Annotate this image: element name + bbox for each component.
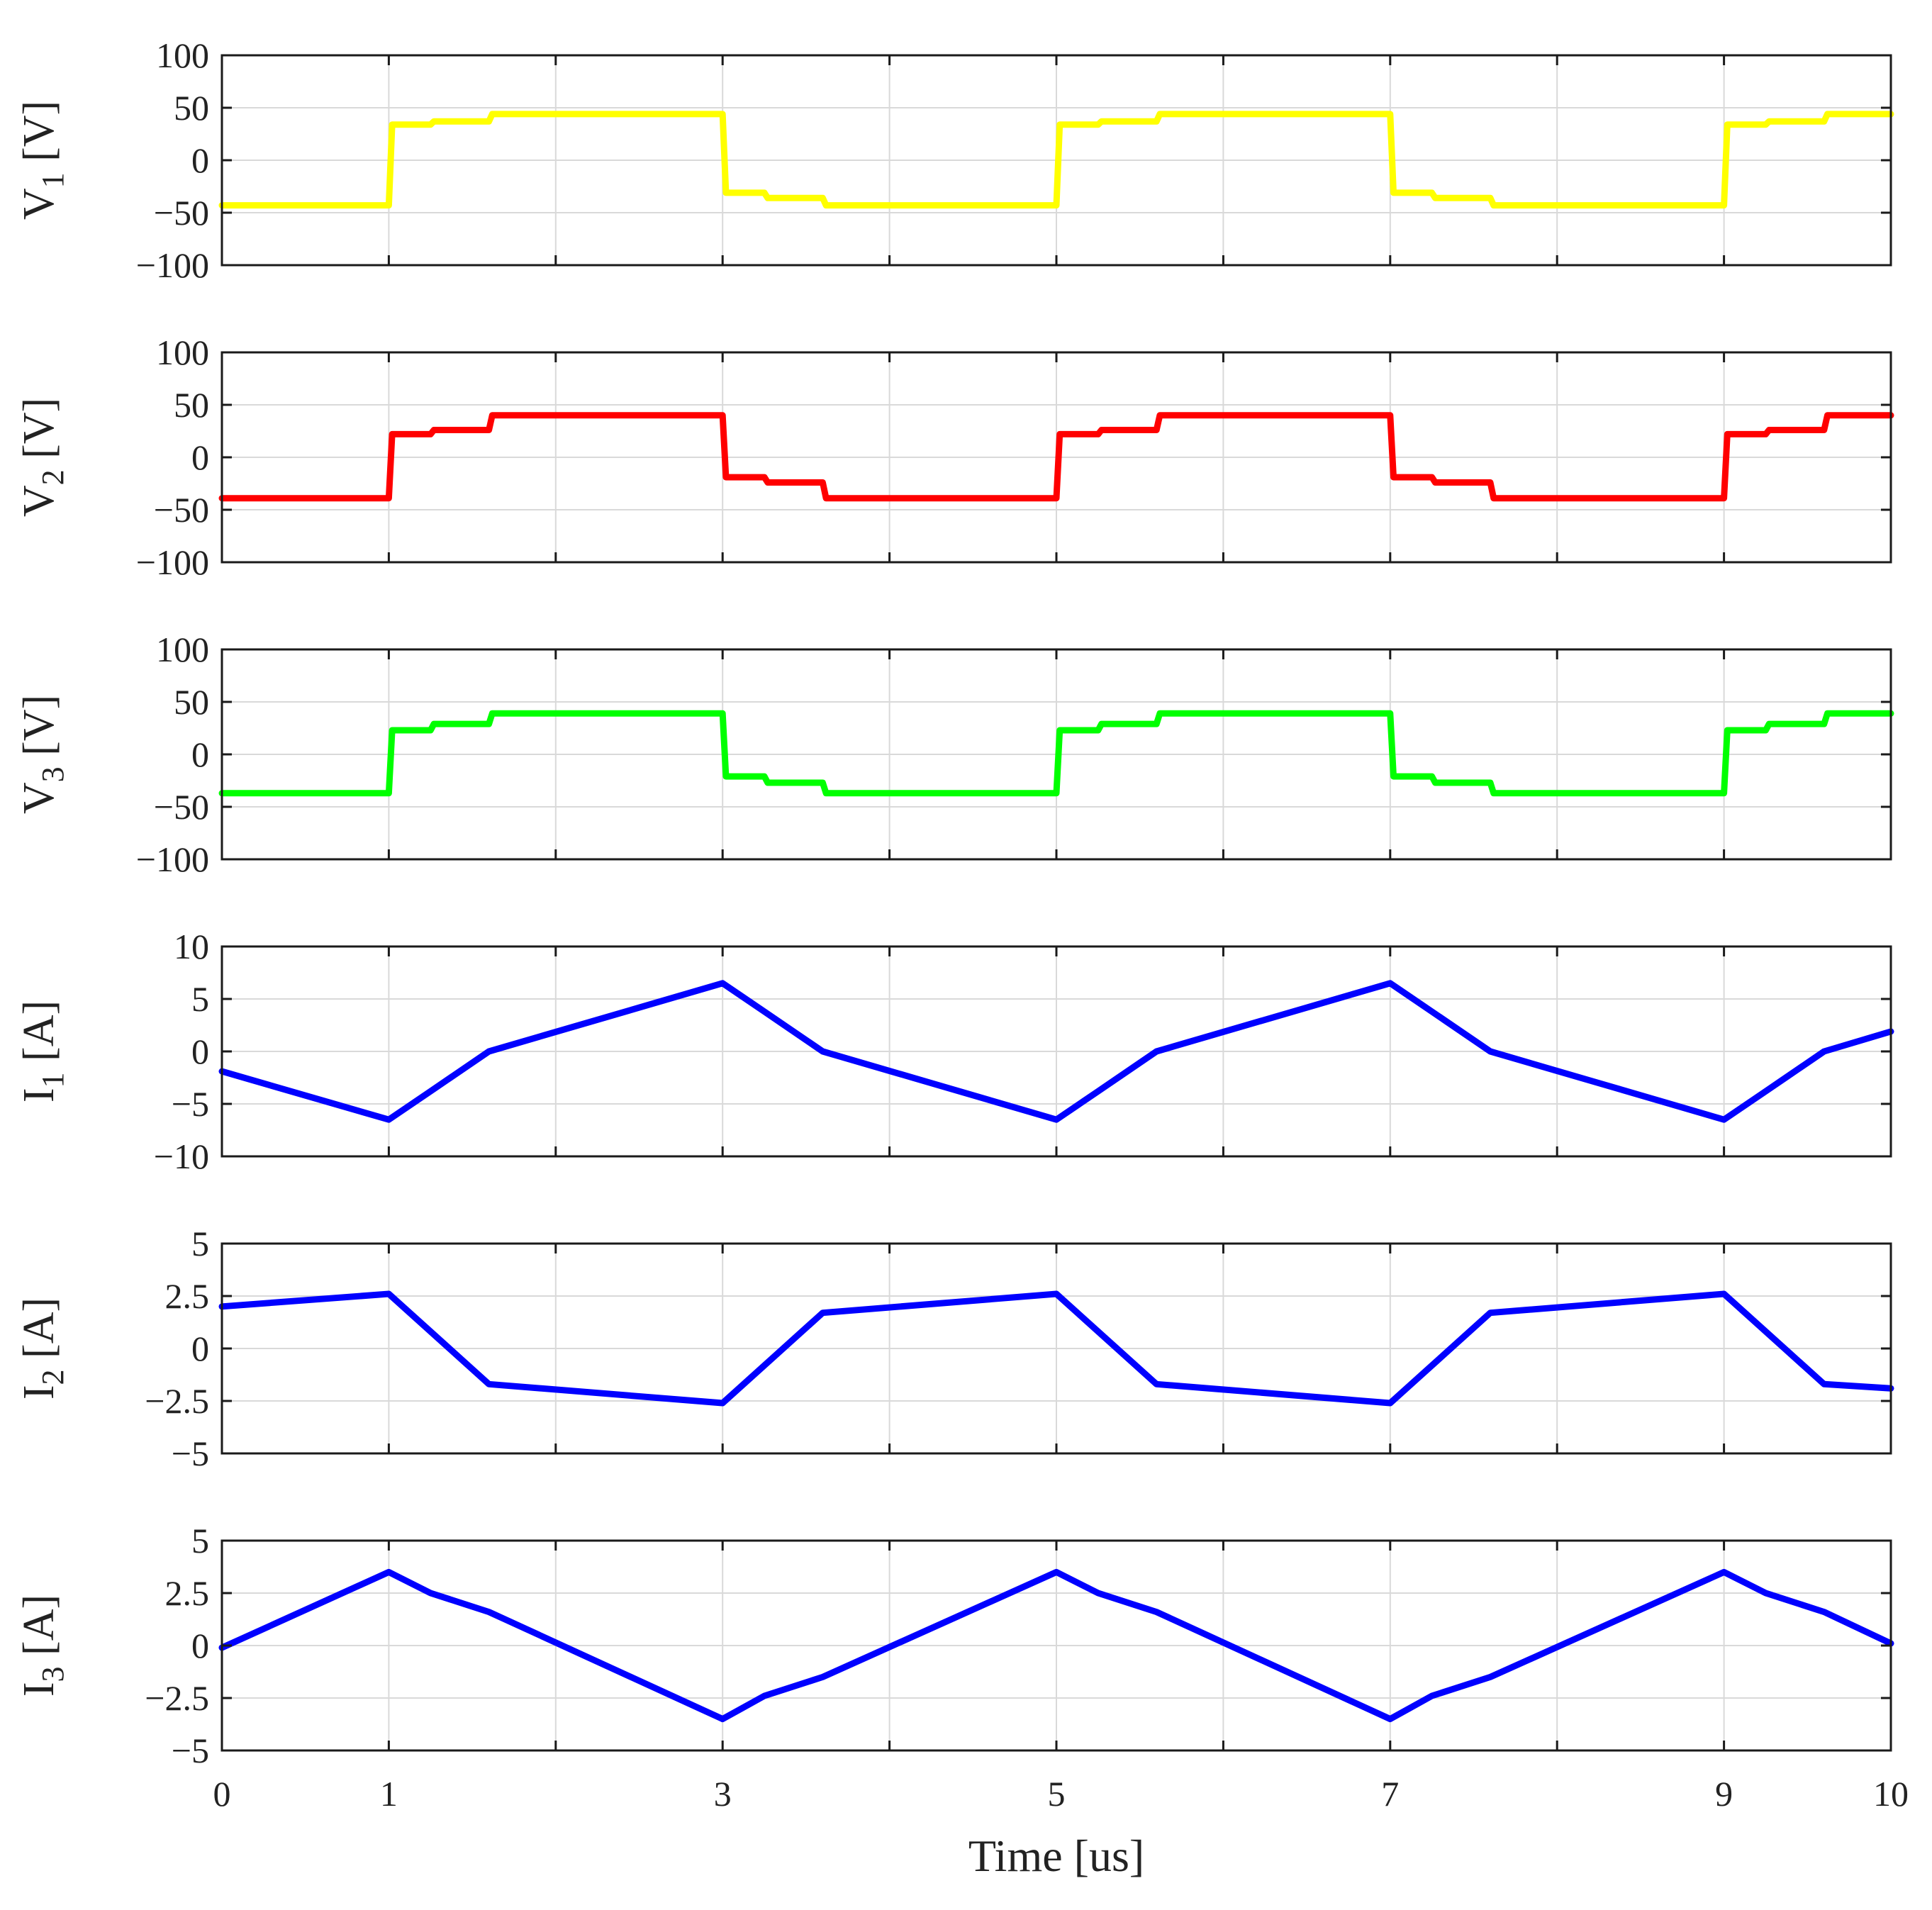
y-tick-label: 2.5: [165, 1573, 210, 1613]
y-axis-label-subscript: 2: [35, 469, 70, 485]
series-line-v1: [218, 111, 1894, 209]
y-axis-label-unit: [A]: [15, 1297, 63, 1370]
y-tick-label: 5: [191, 979, 209, 1019]
y-axis-label: V1 [V]: [15, 101, 70, 220]
y-tick-label: 100: [156, 333, 209, 372]
x-tick-label: 7: [1381, 1774, 1399, 1814]
x-axis-label: Time [us]: [968, 1831, 1144, 1881]
y-axis-label: I3 [A]: [15, 1595, 70, 1697]
y-tick-label: −100: [136, 542, 209, 582]
y-tick-label: −50: [154, 490, 209, 530]
series-line-v3: [218, 710, 1894, 797]
x-tick-label: 0: [213, 1774, 231, 1814]
y-tick-label: −100: [136, 839, 209, 879]
y-axis-label: I2 [A]: [15, 1297, 70, 1400]
y-axis-label-unit: [V]: [15, 398, 63, 470]
y-tick-label: 5: [191, 1224, 209, 1263]
y-axis-label: I1 [A]: [15, 1000, 70, 1102]
x-tick-label: 9: [1715, 1774, 1733, 1814]
y-axis-label-subscript: 2: [35, 1369, 70, 1385]
series-line-i1: [218, 980, 1894, 1123]
y-tick-label: 10: [174, 927, 209, 966]
y-axis-label-unit: [A]: [15, 1000, 63, 1073]
y-axis-label: V3 [V]: [15, 695, 70, 814]
y-tick-label: −2.5: [145, 1678, 209, 1718]
y-axis-label-unit: [A]: [15, 1595, 63, 1667]
subplot-2: 100 50 0 −50 −100 V2 [V]: [15, 333, 1894, 582]
subplot-3: 100 50 0 −50 −100 V3 [V]: [15, 630, 1894, 879]
y-tick-label: −2.5: [145, 1381, 209, 1421]
y-tick-label: −100: [136, 245, 209, 285]
y-tick-label: 0: [191, 1329, 209, 1368]
series-line-i2: [218, 1290, 1894, 1407]
y-tick-label: −5: [172, 1084, 209, 1124]
y-tick-label: −5: [172, 1434, 209, 1473]
y-tick-label: 50: [174, 88, 209, 128]
y-axis-label-subscript: 1: [35, 172, 70, 188]
y-axis-label-symbol: V: [15, 188, 63, 220]
y-axis-label-symbol: I: [15, 1088, 63, 1102]
y-tick-label: −5: [172, 1731, 209, 1770]
y-axis-label-symbol: V: [15, 782, 63, 814]
y-axis-label-unit: [V]: [15, 695, 63, 767]
subplot-1: 100 50 0 −50 −100 V1 [V]: [15, 35, 1894, 285]
series-line-v2: [218, 412, 1894, 502]
y-tick-label: 0: [191, 735, 209, 774]
x-tick-label: 5: [1048, 1774, 1066, 1814]
y-axis-label-symbol: I: [15, 1385, 63, 1400]
y-tick-label: 2.5: [165, 1276, 210, 1316]
y-axis-label-symbol: I: [15, 1682, 63, 1697]
y-axis-label: V2 [V]: [15, 398, 70, 517]
y-tick-label: −50: [154, 193, 209, 233]
x-tick-label: 3: [714, 1774, 732, 1814]
y-axis-label-subscript: 3: [35, 1666, 70, 1682]
x-tick-label: 1: [380, 1774, 398, 1814]
y-axis-label-subscript: 3: [35, 766, 70, 782]
y-tick-label: 0: [191, 140, 209, 180]
series-line-i3: [218, 1568, 1894, 1723]
y-tick-label: 5: [191, 1521, 209, 1560]
y-tick-label: −50: [154, 787, 209, 827]
subplot-5: 5 2.5 0 −2.5 −5 I2 [A]: [15, 1224, 1894, 1473]
y-tick-label: 0: [191, 1032, 209, 1071]
y-tick-label: 50: [174, 385, 209, 425]
y-axis-label-unit: [V]: [15, 101, 63, 173]
y-tick-label: −10: [154, 1136, 209, 1176]
y-tick-label: 50: [174, 682, 209, 722]
y-axis-label-subscript: 1: [35, 1072, 70, 1088]
y-tick-label: 100: [156, 630, 209, 669]
x-tick-label: 10: [1873, 1774, 1909, 1814]
y-axis-label-symbol: V: [15, 485, 63, 517]
y-tick-label: 0: [191, 437, 209, 477]
y-tick-label: 0: [191, 1626, 209, 1665]
subplot-4: 10 5 0 −5 −10 I1 [A]: [15, 927, 1894, 1176]
y-tick-label: 100: [156, 35, 209, 75]
